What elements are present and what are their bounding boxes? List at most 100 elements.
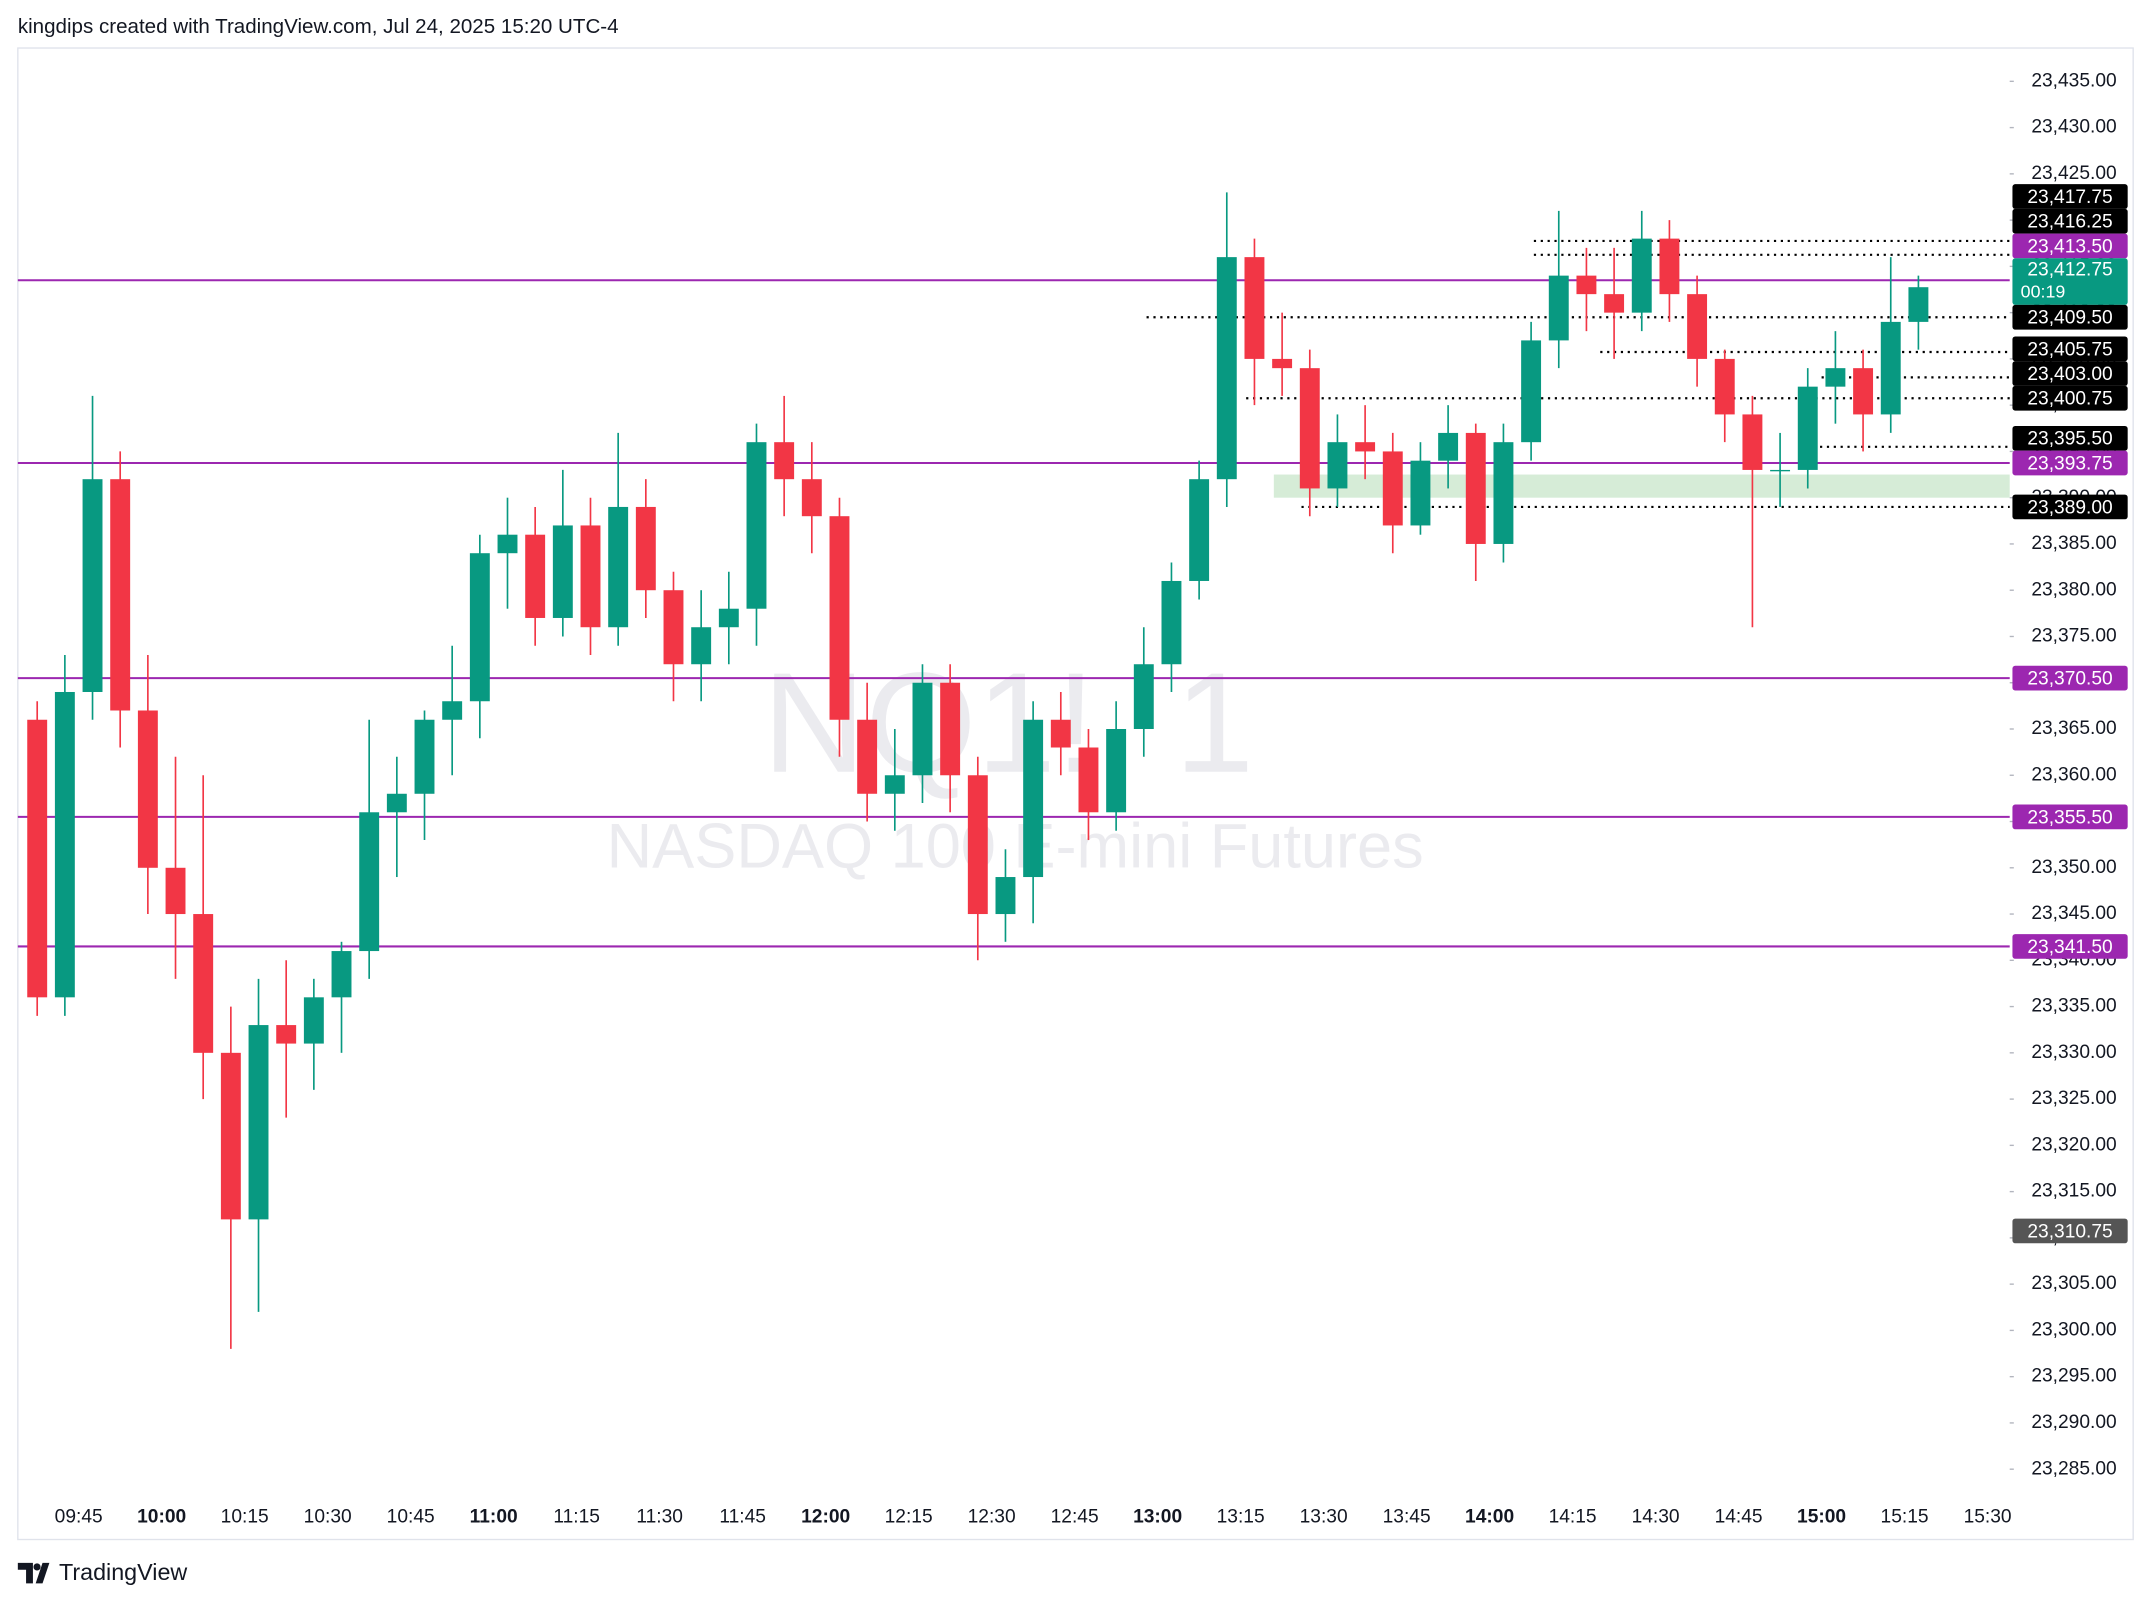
price-badge-label: 23,412.75 [2027, 260, 2112, 281]
candle-body [1493, 442, 1514, 544]
candle-body [912, 682, 933, 776]
x-tick-label: 10:45 [387, 1507, 435, 1528]
price-badge [2012, 258, 2128, 305]
candle-body [386, 793, 407, 813]
candle-body [746, 442, 767, 609]
candle-body [552, 525, 573, 618]
y-tick-label: 23,295.00 [2031, 1366, 2116, 1387]
price-badge [2012, 450, 2128, 476]
x-tick-label: 14:00 [1465, 1507, 1514, 1528]
x-tick-label: 10:15 [221, 1507, 269, 1528]
y-tick-label: 23,320.00 [2031, 1134, 2116, 1155]
x-tick-label: 10:30 [304, 1507, 352, 1528]
price-badge [2012, 494, 2128, 520]
x-tick-label: 10:00 [137, 1507, 186, 1528]
candle-body [1078, 747, 1099, 813]
x-tick-label: 12:30 [968, 1507, 1016, 1528]
candle-body [1050, 719, 1071, 748]
y-tick-label: 23,350.00 [2031, 857, 2116, 878]
candle-body [1382, 451, 1403, 526]
price-badge [2012, 336, 2128, 362]
zone [1273, 474, 2010, 498]
candle-body [1853, 368, 1874, 415]
candle-body [276, 1025, 297, 1044]
candle-body [884, 775, 905, 794]
price-badge [2012, 184, 2128, 209]
x-tick-label: 15:15 [1881, 1507, 1929, 1528]
price-badge [2012, 233, 2128, 259]
price-badge [2012, 934, 2128, 959]
candle-body [1687, 294, 1708, 359]
x-tick-label: 13:00 [1133, 1507, 1182, 1528]
candle-body [1299, 368, 1320, 489]
candle-body [1355, 442, 1376, 452]
candle-body [829, 516, 850, 720]
candle-body [82, 479, 103, 692]
candle-body [1189, 479, 1210, 581]
y-tick-label: 23,290.00 [2031, 1412, 2116, 1433]
y-tick-label: 23,435.00 [2031, 70, 2116, 91]
y-tick-label: 23,365.00 [2031, 718, 2116, 739]
candle-body [1908, 287, 1929, 322]
candle-body [1742, 414, 1763, 470]
price-badge [2012, 385, 2128, 411]
candle-body [1410, 460, 1431, 526]
price-badge-label: 23,400.75 [2027, 389, 2112, 410]
candle-body [801, 479, 822, 517]
candle-body [635, 506, 656, 591]
candle-body [27, 719, 48, 998]
x-tick-label: 12:45 [1051, 1507, 1099, 1528]
y-tick-label: 23,380.00 [2031, 579, 2116, 600]
price-badge [2012, 361, 2128, 386]
price-badge-label: 23,370.50 [2027, 669, 2112, 690]
candle-body [1216, 257, 1237, 480]
candle-body [1327, 442, 1348, 489]
price-badge-label: 23,310.75 [2027, 1221, 2112, 1242]
x-tick-label: 13:15 [1217, 1507, 1265, 1528]
candle-body [248, 1025, 269, 1220]
x-tick-label: 12:00 [801, 1507, 850, 1528]
price-badge-label: 23,389.00 [2027, 497, 2112, 518]
candle-body [193, 914, 214, 1053]
price-badges: 23,417.75 23,416.25 23,413.50 23,412.7500:1… [2012, 184, 2128, 1244]
footer-brand: TradingView [59, 1559, 187, 1585]
x-tick-label: 14:15 [1549, 1507, 1597, 1528]
price-badge-label: 23,355.50 [2027, 807, 2112, 828]
price-badge [2012, 208, 2128, 234]
candle-body [1438, 432, 1459, 461]
chart-frame [17, 47, 2134, 1541]
candle-body [110, 479, 131, 711]
candle-body [525, 534, 546, 618]
y-tick-label: 23,305.00 [2031, 1273, 2116, 1294]
y-tick-label: 23,285.00 [2031, 1458, 2116, 1479]
price-badge [2012, 665, 2128, 691]
price-badge-label: 23,413.50 [2027, 236, 2112, 257]
price-badge-label: 23,341.50 [2027, 937, 2112, 958]
candle-body [1714, 358, 1735, 415]
price-badge-label: 23,395.50 [2027, 429, 2112, 450]
candle-body [1161, 580, 1182, 665]
price-badge-label: 23,409.50 [2027, 308, 2112, 329]
logo-mark [17, 1562, 50, 1584]
x-tick-label: 15:00 [1797, 1507, 1846, 1528]
candle-body [303, 997, 324, 1044]
y-tick-label: 23,360.00 [2031, 764, 2116, 785]
price-badge [2012, 1218, 2128, 1244]
y-tick-label: 23,430.00 [2031, 117, 2116, 138]
x-tick-label: 11:45 [719, 1507, 766, 1528]
candle-body [1244, 257, 1265, 359]
y-tick-label: 23,375.00 [2031, 626, 2116, 647]
candle-body [1465, 432, 1486, 544]
candle-body [1659, 238, 1680, 295]
candle-body [1576, 275, 1597, 295]
x-tick-label: 11:15 [553, 1507, 600, 1528]
x-tick-label: 13:45 [1383, 1507, 1431, 1528]
candle-body [1770, 469, 1791, 472]
price-badge-label: 23,417.75 [2027, 187, 2112, 208]
price-badge-label: 23,393.75 [2027, 453, 2112, 474]
y-tick-label: 23,335.00 [2031, 996, 2116, 1017]
x-tick-label: 12:15 [885, 1507, 933, 1528]
